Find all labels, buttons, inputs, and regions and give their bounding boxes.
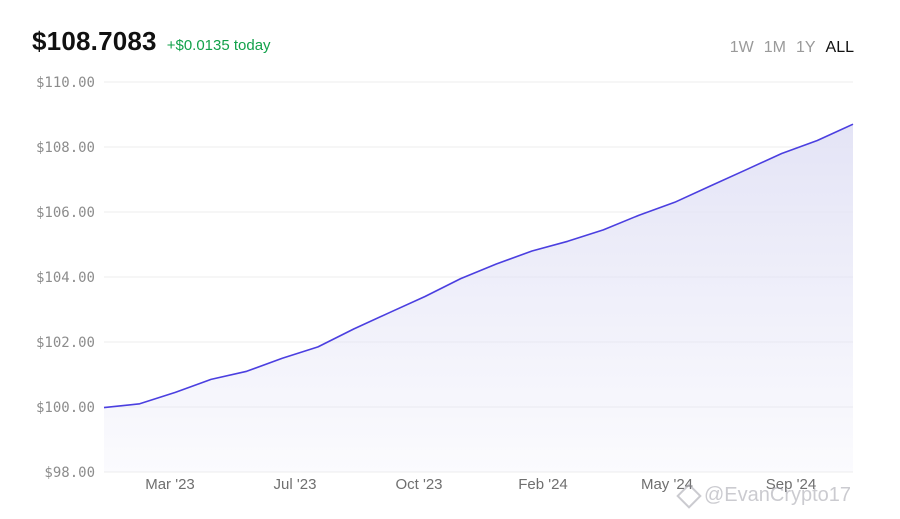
price-change: +$0.0135 today [166,37,271,54]
y-tick-label: $106.00 [36,205,95,221]
x-tick-label: Sep '24 [766,476,816,493]
range-1y-button[interactable]: 1Y [795,39,816,56]
range-1m-button[interactable]: 1M [763,39,786,56]
x-tick-label: Mar '23 [145,476,195,493]
range-all-button[interactable]: ALL [825,39,854,56]
watermark-logo-icon [676,482,702,509]
y-tick-label: $98.00 [44,465,95,481]
price-header: $108.7083 +$0.0135 today [32,26,271,57]
x-tick-label: May '24 [641,476,693,493]
x-axis: Mar '23 Jul '23 Oct '23 Feb '24 May '24 Sep '… [145,476,816,493]
x-tick-label: Oct '23 [395,476,442,493]
y-axis: $110.00 $108.00 $106.00 $104.00 $102.00 $100.… [36,75,95,481]
watermark: @EvanCrypto17 [676,482,852,509]
price-area [104,124,853,472]
range-1w-button[interactable]: 1W [729,39,754,56]
y-tick-label: $110.00 [36,75,95,91]
y-tick-label: $108.00 [36,140,95,156]
watermark-text: @EvanCrypto17 [704,484,852,506]
y-tick-label: $100.00 [36,400,95,416]
x-tick-label: Feb '24 [518,476,568,493]
y-tick-label: $102.00 [36,335,95,351]
x-tick-label: Jul '23 [274,476,317,493]
price-line [103,123,854,409]
time-range-selector: 1W 1M 1Y ALL [730,39,854,57]
current-price: $108.7083 [32,26,157,56]
y-tick-label: $104.00 [36,270,95,286]
